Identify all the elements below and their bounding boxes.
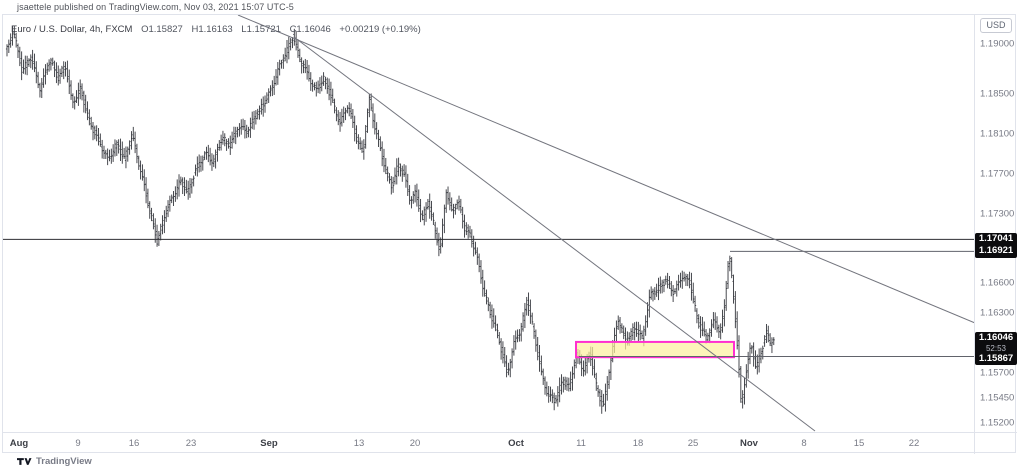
current-price-badges: 1.16046 52:53 1.15867 <box>975 332 1017 366</box>
tradingview-logo-text: TradingView <box>36 456 92 467</box>
price-chart-canvas[interactable] <box>3 15 974 432</box>
time-tick-label: Sep <box>260 438 278 449</box>
price-tick-label: 1.16300 <box>980 307 1015 319</box>
price-level-label: 1.16921 <box>978 245 1014 257</box>
time-tick-label: 22 <box>908 438 920 449</box>
bar-close-countdown: 52:53 <box>985 343 1007 353</box>
price-tick-label: 1.19000 <box>980 38 1015 50</box>
time-tick-label: 13 <box>353 438 365 449</box>
chart-frame: Euro / U.S. Dollar, 4h, FXCM O1.15827 H1… <box>2 14 1017 454</box>
support-zone[interactable] <box>575 340 735 359</box>
time-tick-label: 8 <box>801 438 807 449</box>
time-tick-label: 23 <box>185 438 197 449</box>
time-axis[interactable]: Aug 9 16 23 Sep 13 20 Oct 11 18 25 Nov 8 15 22 <box>3 432 1017 454</box>
currency-badge: USD <box>980 18 1012 33</box>
price-level-label: 1.17041 <box>978 232 1014 244</box>
publisher-line: jsaettele published on TradingView.com, … <box>17 2 294 12</box>
price-tick-label: 1.15200 <box>980 417 1015 429</box>
legend-change: +0.00219 (+0.19%) <box>339 24 421 35</box>
chart-svg[interactable] <box>3 15 974 432</box>
time-tick-label: Nov <box>740 438 758 449</box>
price-level-label: 1.16046 <box>978 332 1014 344</box>
price-tick-label: 1.15450 <box>980 392 1015 404</box>
price-tick-label: 1.16600 <box>980 277 1015 289</box>
upper-price-badges: 1.17041 1.16921 <box>975 232 1017 258</box>
price-tick-label: 1.17700 <box>980 168 1015 180</box>
time-tick-label: Oct <box>508 438 524 449</box>
symbol-title: Euro / U.S. Dollar, 4h, FXCM <box>11 24 133 35</box>
time-tick-label: 9 <box>75 438 81 449</box>
legend-high: H1.16163 <box>191 24 233 35</box>
time-tick-label: Aug <box>9 438 29 449</box>
price-level-label: 1.15867 <box>978 352 1014 364</box>
time-tick-label: 18 <box>632 438 644 449</box>
price-tick-label: 1.17300 <box>980 208 1015 220</box>
legend-open: O1.15827 <box>141 24 183 35</box>
tradingview-logo-icon <box>17 458 32 465</box>
tradingview-logo[interactable]: TradingView <box>17 456 92 467</box>
ohlc-bars <box>5 25 775 414</box>
price-axis[interactable]: USD 1.19000 1.18500 1.18100 1.17700 1.17300 1… <box>974 15 1017 432</box>
time-tick-label: 20 <box>409 438 421 449</box>
time-tick-label: 11 <box>576 438 586 449</box>
time-tick-label: 16 <box>128 438 140 449</box>
upper-resistance-trendline[interactable] <box>237 15 974 324</box>
steep-resistance-trendline[interactable] <box>293 36 816 432</box>
legend-close: C1.16046 <box>289 24 331 35</box>
time-tick-label: 15 <box>853 438 865 449</box>
symbol-legend[interactable]: Euro / U.S. Dollar, 4h, FXCM O1.15827 H1… <box>11 24 421 35</box>
price-tick-label: 1.15700 <box>980 367 1015 379</box>
price-tick-label: 1.18100 <box>980 128 1015 140</box>
price-tick-label: 1.18500 <box>980 88 1015 100</box>
axis-corner-separator <box>974 433 975 454</box>
time-tick-label: 25 <box>687 438 699 449</box>
legend-low: L1.15721 <box>241 24 281 35</box>
